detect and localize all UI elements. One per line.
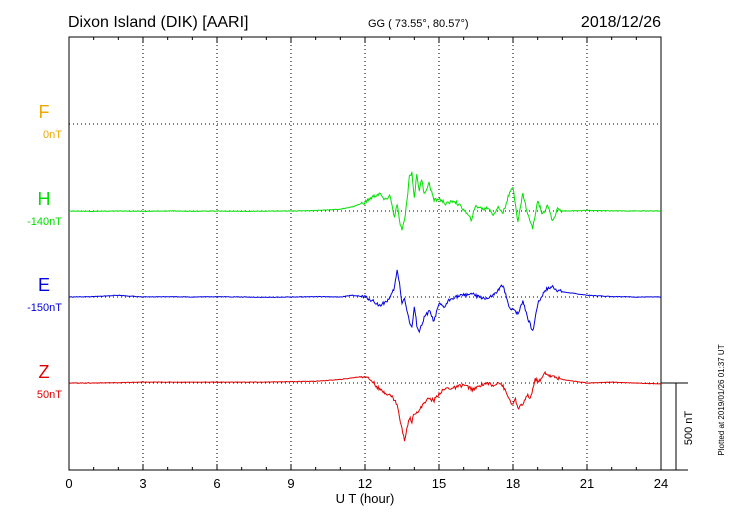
series-line-e bbox=[68, 269, 662, 334]
x-tick-label: 3 bbox=[139, 476, 146, 491]
x-axis-label: U T (hour) bbox=[336, 491, 395, 506]
x-tick-label: 6 bbox=[213, 476, 220, 491]
geo-coords: GG ( 73.55°, 80.57°) bbox=[368, 18, 469, 30]
series-layer bbox=[68, 171, 662, 442]
series-labels: F 0nT H -140nT E -150nT Z 50nT bbox=[27, 102, 62, 401]
series-name-h: H bbox=[38, 189, 51, 209]
station-title: Dixon Island (DIK) [AARI] bbox=[68, 14, 249, 31]
series-name-f: F bbox=[39, 102, 50, 122]
x-tick-label: 12 bbox=[358, 476, 372, 491]
scale-bar: 500 nT bbox=[661, 382, 695, 471]
series-name-e: E bbox=[38, 275, 50, 295]
series-baseline-z: 50nT bbox=[37, 389, 62, 401]
x-tick-label: 24 bbox=[654, 476, 668, 491]
grid bbox=[69, 37, 661, 470]
series-baseline-h: -140nT bbox=[27, 216, 62, 228]
series-line-h bbox=[68, 171, 662, 231]
x-ticks: 0 3 6 9 12 15 18 21 24 bbox=[65, 37, 668, 491]
series-baseline-e: -150nT bbox=[27, 302, 62, 314]
series-line-z bbox=[69, 370, 661, 442]
x-tick-label: 18 bbox=[506, 476, 520, 491]
x-tick-label: 0 bbox=[65, 476, 72, 491]
scale-bar-label: 500 nT bbox=[683, 411, 695, 446]
x-tick-label: 15 bbox=[432, 476, 446, 491]
x-tick-label: 9 bbox=[287, 476, 294, 491]
chart-date: 2018/12/26 bbox=[581, 14, 661, 31]
x-tick-label: 21 bbox=[580, 476, 594, 491]
plotted-at-label: Plotted at 2019/01/26 01:37 UT bbox=[717, 344, 726, 455]
series-baseline-f: 0nT bbox=[43, 129, 62, 141]
series-name-z: Z bbox=[39, 362, 50, 382]
